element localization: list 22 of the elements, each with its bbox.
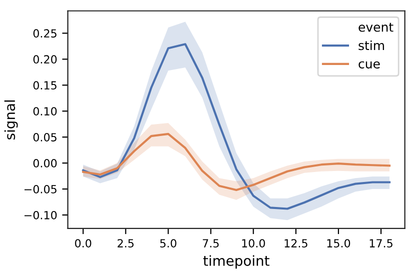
x-tick-label: 2.5 — [118, 239, 134, 248]
x-tick-label: 17.5 — [370, 239, 392, 248]
y-tick-label: 0.25 — [33, 29, 56, 38]
y-tick-label: −0.10 — [24, 210, 57, 220]
legend-label: stim — [358, 40, 384, 50]
y-tick-label: −0.05 — [24, 184, 56, 194]
y-tick-label: 0.20 — [33, 55, 57, 64]
legend-label: cue — [358, 61, 380, 68]
y-tick-label: 0.00 — [33, 159, 57, 168]
x-axis-title: timepoint — [203, 255, 270, 269]
x-tick-label: 0.0 — [75, 239, 92, 248]
x-tick-label: 10.0 — [242, 239, 265, 248]
legend-title: event — [358, 22, 394, 32]
line-series — [82, 132, 391, 192]
y-tick-label: 0.10 — [33, 107, 57, 116]
y-tick-label: 0.05 — [33, 133, 56, 142]
y-tick-label: 0.15 — [33, 81, 56, 90]
y-axis-title: signal — [4, 100, 18, 140]
x-tick-label: 12.5 — [284, 239, 308, 248]
x-tick-label: 5.0 — [160, 239, 176, 248]
x-tick-label: 15.0 — [327, 239, 350, 248]
x-tick-label: 7.5 — [202, 239, 219, 248]
